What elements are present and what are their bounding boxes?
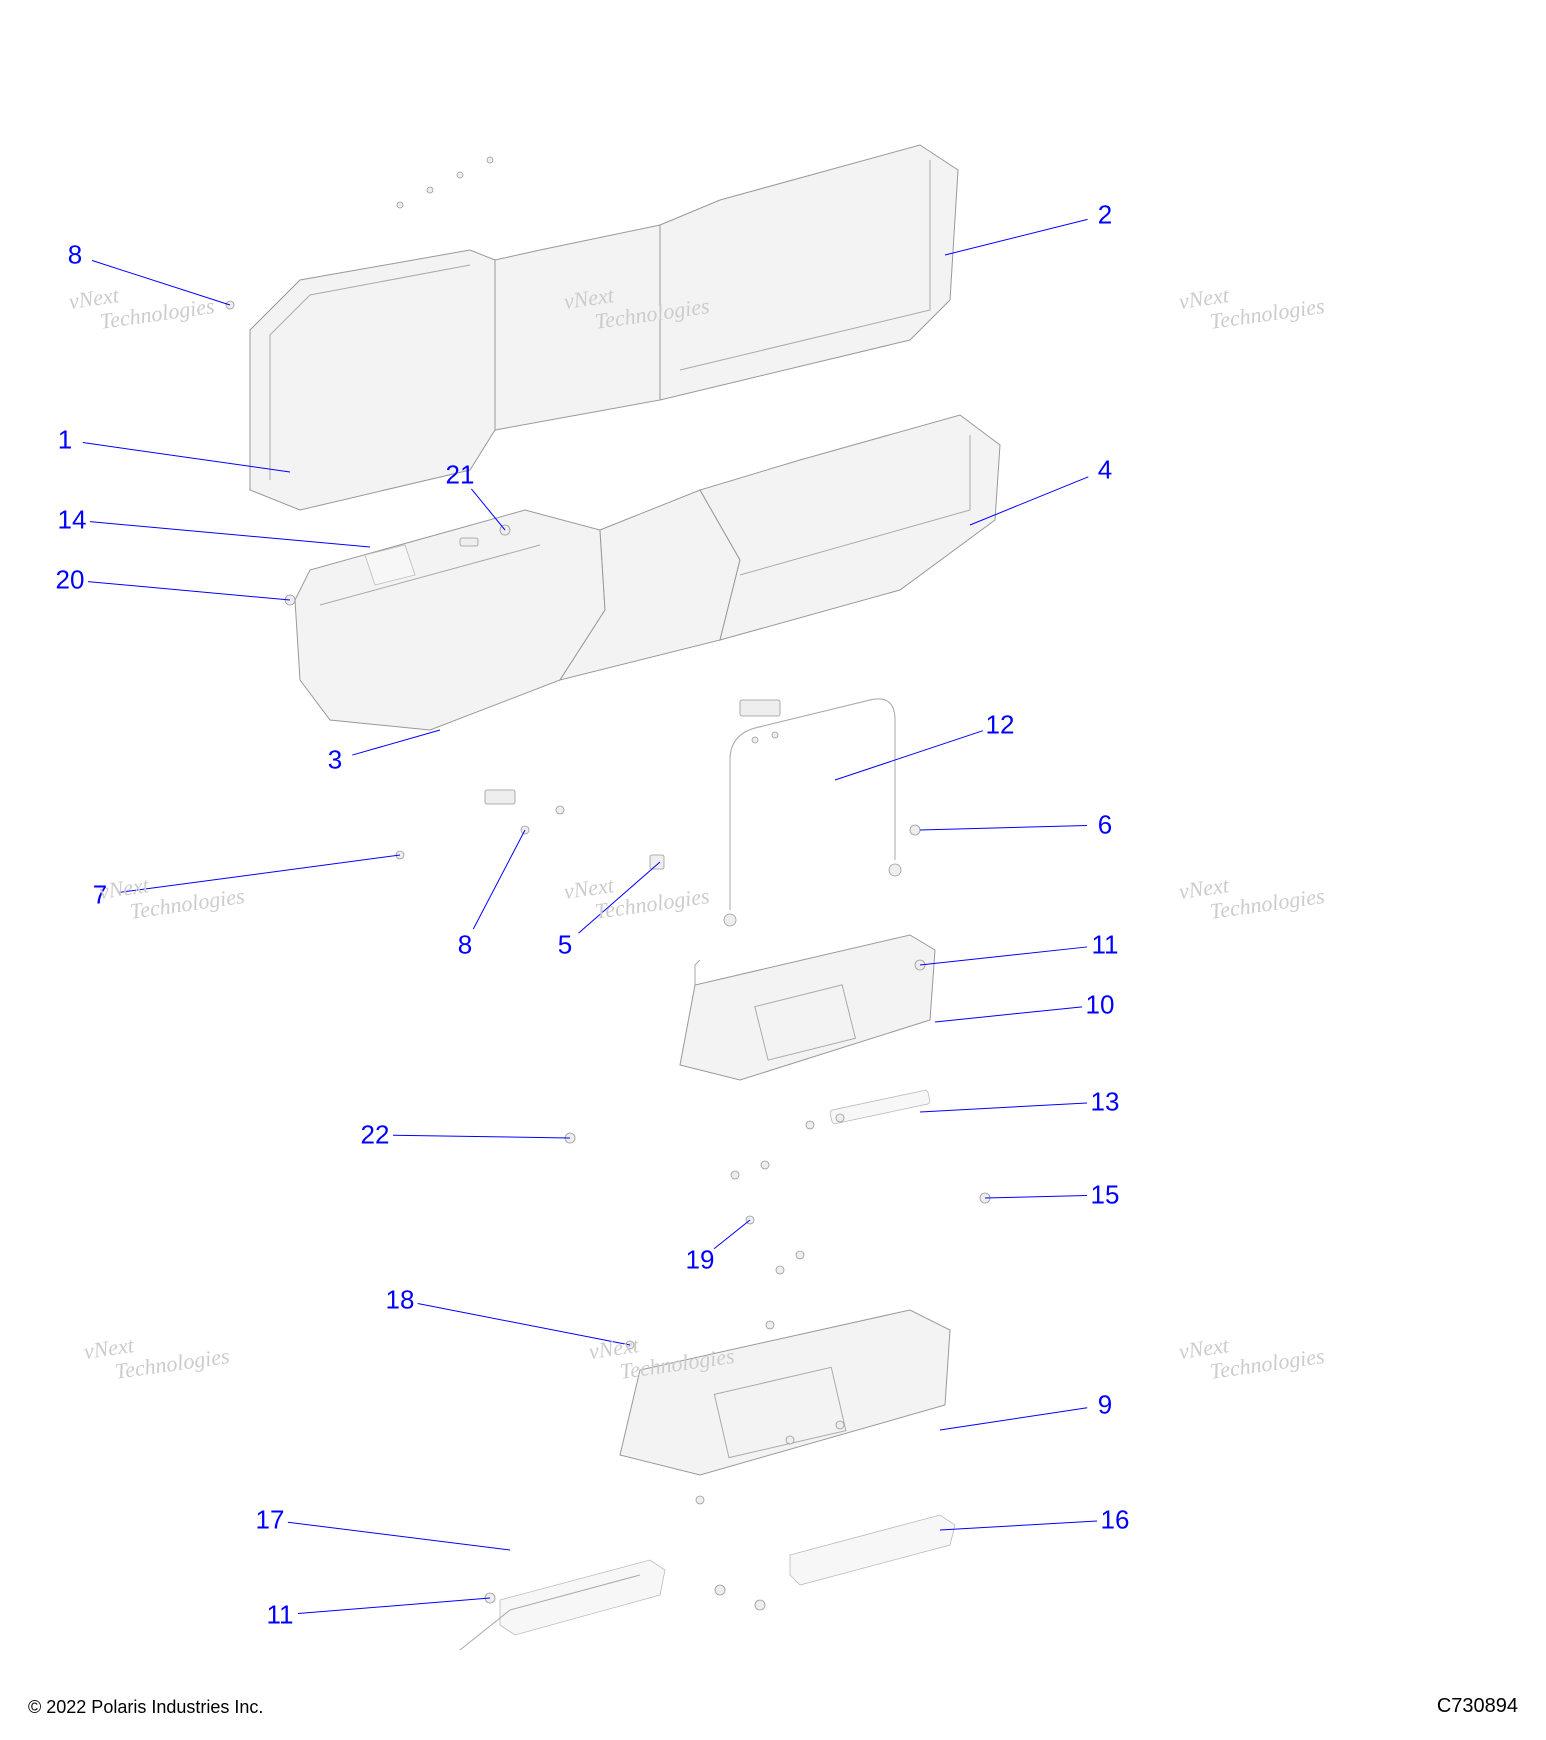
hardware-mid [396, 700, 780, 869]
callout-22: 22 [361, 1120, 390, 1151]
callout-21: 21 [446, 460, 475, 491]
callout-13: 13 [1091, 1087, 1120, 1118]
callout-8: 8 [458, 930, 472, 961]
callout-17: 17 [256, 1505, 285, 1536]
part-seat-back-right [660, 145, 958, 400]
part-seat-base-lower [620, 1310, 950, 1475]
callout-1: 1 [58, 425, 72, 456]
callout-2: 2 [1098, 200, 1112, 231]
callout-5: 5 [558, 930, 572, 961]
part-seat-back-center [495, 225, 660, 430]
callout-3: 3 [328, 745, 342, 776]
callout-19: 19 [686, 1245, 715, 1276]
callout-20: 20 [56, 565, 85, 596]
callout-11: 11 [1092, 930, 1119, 961]
callout-16: 16 [1101, 1505, 1130, 1536]
part-seat-bottom-right [700, 415, 1000, 640]
part-seat-base-upper [680, 935, 935, 1080]
callout-9: 9 [1098, 1390, 1112, 1421]
callout-8: 8 [68, 240, 82, 271]
part-slider-left [460, 1560, 665, 1650]
callout-6: 6 [1098, 810, 1112, 841]
callout-12: 12 [986, 710, 1015, 741]
callout-18: 18 [386, 1285, 415, 1316]
callout-15: 15 [1091, 1180, 1120, 1211]
callout-10: 10 [1086, 990, 1115, 1021]
callout-7: 7 [93, 880, 107, 911]
part-slider-right [790, 1515, 955, 1585]
part-seat-bottom-left [295, 510, 605, 730]
exploded-diagram [0, 0, 1546, 1740]
part-bracket-13 [806, 1090, 930, 1129]
drawing-id-text: C730894 [1437, 1695, 1518, 1718]
part-hip-bar [724, 699, 920, 926]
hardware-lower-mid [565, 1133, 990, 1274]
copyright-text: © 2022 Polaris Industries Inc. [28, 1697, 263, 1718]
callout-11: 11 [267, 1600, 294, 1631]
callout-14: 14 [58, 505, 87, 536]
callout-4: 4 [1098, 455, 1112, 486]
